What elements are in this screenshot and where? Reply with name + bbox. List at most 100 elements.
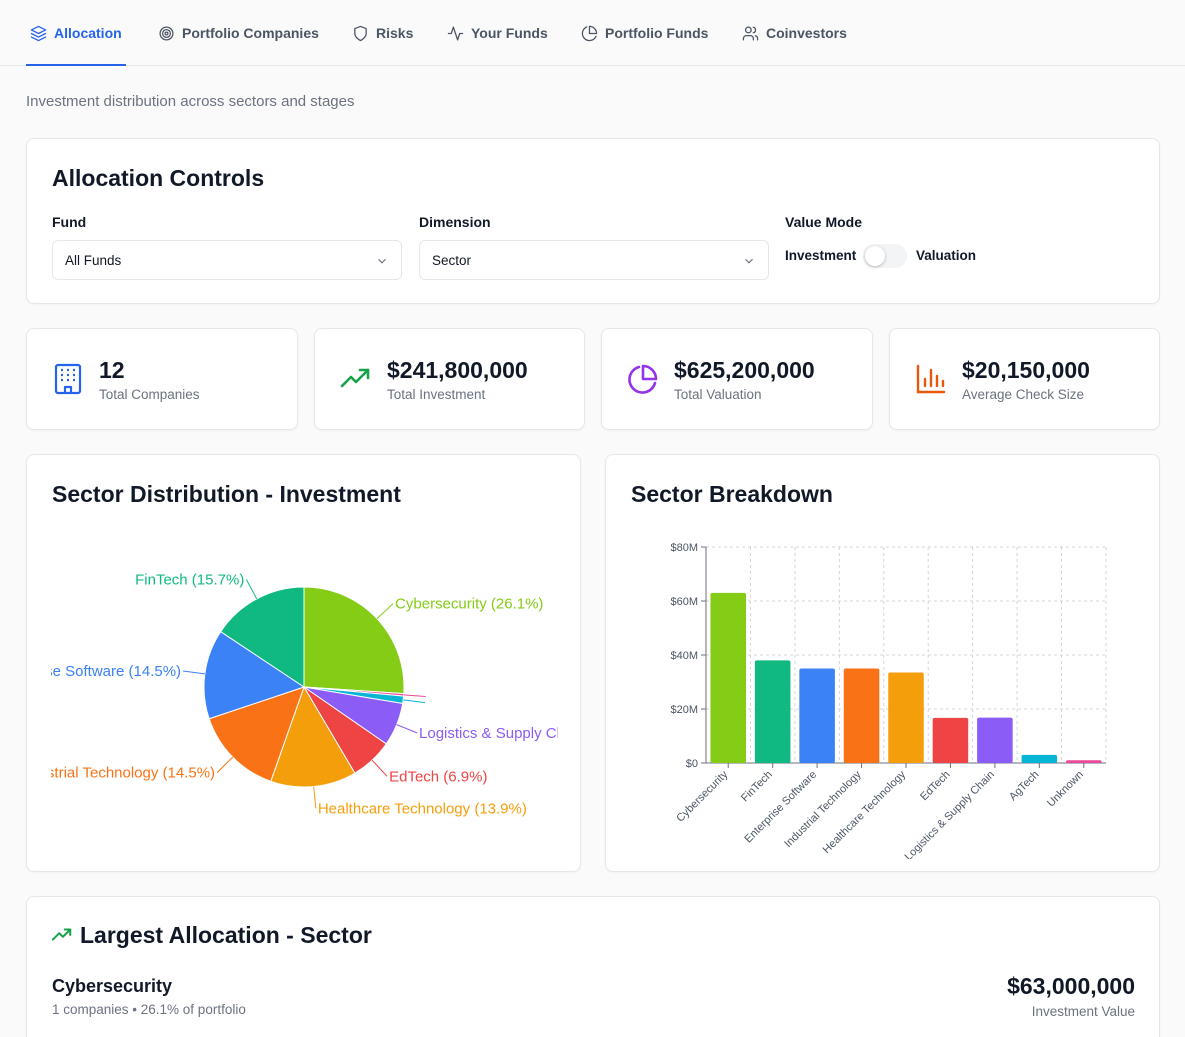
tab-portfolio-funds[interactable]: Portfolio Funds bbox=[581, 0, 708, 66]
allocation-controls-card: Allocation Controls Fund All Funds Dimen… bbox=[26, 138, 1160, 304]
bar[interactable] bbox=[754, 660, 791, 763]
layers-icon bbox=[30, 25, 47, 41]
pie-slice[interactable] bbox=[203, 630, 306, 720]
bar[interactable] bbox=[977, 717, 1013, 763]
bar[interactable] bbox=[932, 717, 969, 763]
stat-value: $20,150,000 bbox=[962, 357, 1090, 383]
stat-card-avg-check: $20,150,000 Average Check Size bbox=[889, 328, 1160, 430]
x-tick-label: Logistics & Supply Chain bbox=[902, 769, 997, 859]
toggle-knob bbox=[865, 246, 885, 266]
pie-chart: Cybersecurity (26.1%) Logistics & Supply … bbox=[51, 571, 558, 817]
chevron-down-icon bbox=[378, 258, 386, 264]
pie-leader-line bbox=[403, 699, 426, 704]
stat-value: $625,200,000 bbox=[674, 357, 815, 383]
chevron-down-icon bbox=[745, 258, 753, 264]
pie-leader-line bbox=[216, 756, 234, 773]
stat-value: 12 bbox=[99, 357, 125, 383]
tab-coinvestors[interactable]: Coinvestors bbox=[742, 0, 847, 66]
y-tick-label: $40M bbox=[670, 650, 698, 662]
tab-bar: Allocation Portfolio Companies Risks You… bbox=[0, 0, 1185, 66]
bar[interactable] bbox=[1066, 760, 1102, 763]
pie-slice-label: FinTech (15.7%) bbox=[135, 571, 244, 588]
users-icon bbox=[742, 25, 759, 41]
stat-label: Average Check Size bbox=[962, 387, 1085, 402]
y-tick-label: $20M bbox=[670, 704, 698, 716]
pie-leader-line bbox=[396, 724, 418, 734]
mode-valuation-label: Valuation bbox=[916, 248, 977, 263]
controls-title: Allocation Controls bbox=[52, 165, 265, 191]
largest-meta: 1 companies • 26.1% of portfolio bbox=[52, 1002, 246, 1017]
stat-card-valuation: $625,200,000 Total Valuation bbox=[601, 328, 873, 430]
tab-your-funds[interactable]: Your Funds bbox=[447, 0, 548, 66]
x-tick-label: EdTech bbox=[918, 769, 952, 803]
tab-label: Coinvestors bbox=[766, 25, 847, 41]
target-icon bbox=[159, 25, 174, 41]
bar[interactable] bbox=[799, 668, 835, 764]
stat-label: Total Investment bbox=[387, 387, 486, 402]
y-tick-label: $60M bbox=[670, 596, 698, 608]
fund-select[interactable]: All Funds bbox=[52, 240, 402, 280]
trending-up-icon bbox=[340, 368, 370, 388]
tab-allocation[interactable]: Allocation bbox=[26, 0, 126, 66]
pie-slice[interactable] bbox=[270, 685, 356, 788]
bar-chart-icon bbox=[916, 364, 946, 394]
largest-value: $63,000,000 bbox=[1007, 973, 1135, 999]
tab-label: Risks bbox=[376, 25, 414, 41]
building-icon bbox=[54, 363, 82, 395]
pie-slice[interactable] bbox=[303, 586, 405, 695]
fund-select-value: All Funds bbox=[65, 252, 122, 268]
pie-chart-title: Sector Distribution - Investment bbox=[52, 481, 401, 507]
pie-slice-label: EdTech (6.9%) bbox=[389, 768, 487, 785]
page-subtitle: Investment distribution across sectors a… bbox=[26, 93, 355, 110]
pie-leader-line bbox=[245, 579, 258, 600]
y-tick-label: $80M bbox=[670, 542, 698, 554]
bar-chart-title: Sector Breakdown bbox=[631, 481, 833, 507]
shield-icon bbox=[354, 25, 367, 41]
pie-chart-card: Sector Distribution - Investment Cyberse… bbox=[26, 454, 581, 872]
mode-investment-label: Investment bbox=[785, 248, 857, 263]
value-mode-label: Value Mode bbox=[785, 214, 863, 230]
pie-leader-line bbox=[371, 759, 388, 777]
tab-label: Your Funds bbox=[471, 25, 548, 41]
stat-card-companies: 12 Total Companies bbox=[26, 328, 298, 430]
pie-slice[interactable] bbox=[208, 686, 305, 782]
tab-risks[interactable]: Risks bbox=[352, 0, 413, 66]
stat-label: Total Companies bbox=[99, 387, 200, 402]
pie-slice-label: Industrial Technology (14.5%) bbox=[51, 765, 215, 782]
stat-value: $241,800,000 bbox=[387, 357, 528, 383]
pie-leader-line bbox=[376, 603, 394, 620]
trending-up-icon bbox=[51, 928, 72, 941]
activity-icon bbox=[447, 25, 464, 41]
pie-chart-icon bbox=[581, 25, 598, 41]
bar[interactable] bbox=[710, 592, 746, 763]
tab-label: Allocation bbox=[54, 25, 122, 41]
pie-slice-label: Cybersecurity (26.1%) bbox=[395, 596, 543, 613]
bar[interactable] bbox=[888, 672, 924, 763]
bar[interactable] bbox=[1021, 754, 1058, 763]
value-mode-toggle[interactable] bbox=[863, 244, 907, 268]
pie-leader-line bbox=[313, 786, 317, 809]
x-tick-label: Healthcare Technology bbox=[821, 768, 909, 856]
pie-slice-label: Healthcare Technology (13.9%) bbox=[318, 800, 527, 817]
pie-chart-icon bbox=[628, 364, 658, 394]
x-tick-label: Cybersecurity bbox=[674, 768, 730, 824]
tab-label: Portfolio Companies bbox=[182, 25, 319, 41]
dimension-select[interactable]: Sector bbox=[419, 240, 769, 280]
x-tick-label: FinTech bbox=[739, 769, 775, 805]
largest-title: Largest Allocation - Sector bbox=[80, 922, 372, 948]
pie-slice-label: Enterprise Software (14.5%) bbox=[51, 663, 181, 680]
pie-leader-line bbox=[182, 670, 205, 675]
x-tick-label: Unknown bbox=[1045, 769, 1086, 810]
largest-name: Cybersecurity bbox=[52, 976, 173, 996]
fund-label: Fund bbox=[52, 214, 87, 230]
tab-label: Portfolio Funds bbox=[605, 25, 709, 41]
dimension-select-value: Sector bbox=[432, 252, 472, 268]
tab-portfolio-companies[interactable]: Portfolio Companies bbox=[158, 0, 319, 66]
pie-slice-label: Logistics & Supply Chain (7%) bbox=[419, 725, 558, 742]
pie-leader-line bbox=[403, 694, 426, 698]
x-tick-label: AgTech bbox=[1007, 769, 1041, 803]
bar[interactable] bbox=[843, 668, 880, 764]
y-tick-label: $0 bbox=[686, 758, 698, 770]
stat-label: Total Valuation bbox=[674, 387, 762, 402]
